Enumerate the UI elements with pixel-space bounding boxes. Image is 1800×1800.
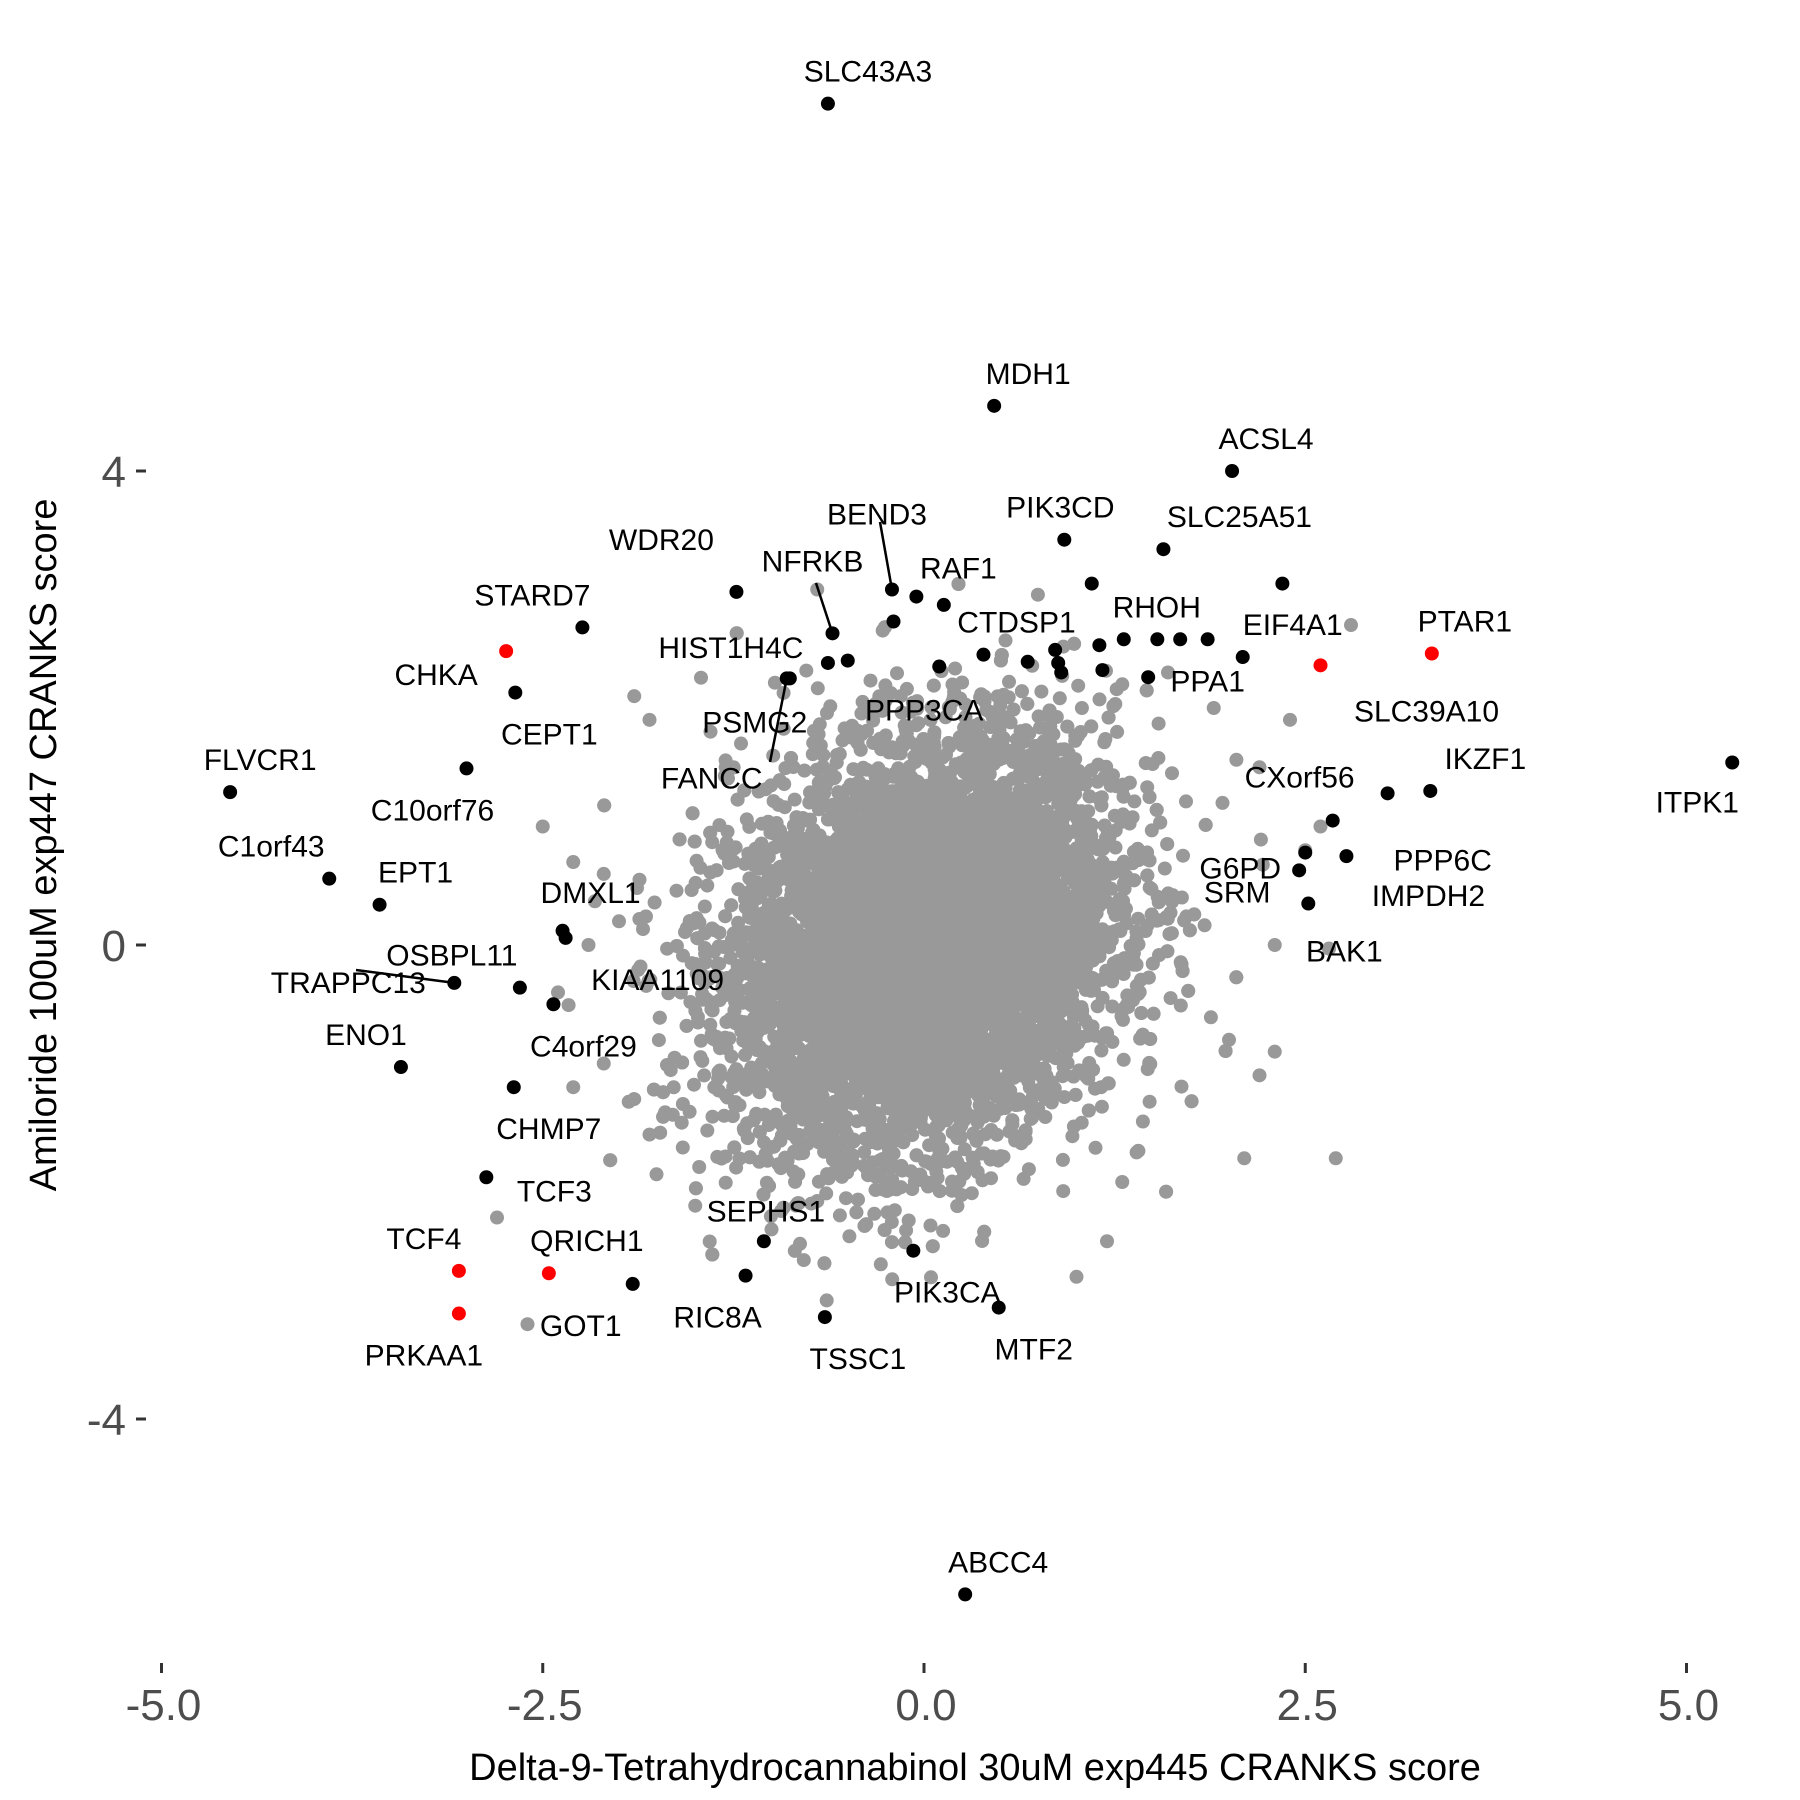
background-point (1094, 1099, 1109, 1114)
background-point (1174, 1079, 1189, 1094)
background-point (1030, 587, 1045, 602)
background-point (697, 1068, 712, 1083)
background-point (1070, 729, 1085, 744)
background-point (1071, 678, 1086, 693)
background-point (921, 1179, 935, 1194)
background-point (929, 1164, 944, 1179)
background-point (799, 663, 814, 678)
background-point (1163, 991, 1178, 1006)
background-point (1016, 1171, 1031, 1186)
background-point (636, 922, 650, 937)
background-point (666, 1080, 681, 1095)
background-point (647, 895, 662, 910)
background-point (885, 1272, 900, 1287)
background-point (649, 1167, 664, 1182)
background-point (796, 1253, 811, 1268)
background-point (924, 700, 939, 715)
background-point (726, 854, 741, 869)
background-point (1055, 1069, 1070, 1084)
background-point (989, 1127, 1004, 1142)
background-point (1110, 724, 1125, 739)
background-point (905, 1182, 920, 1197)
background-point (819, 1293, 834, 1308)
background-point (1074, 701, 1089, 715)
background-point (1094, 1043, 1109, 1058)
background-points (490, 577, 1358, 1332)
background-point (705, 1109, 720, 1124)
background-point (692, 1160, 707, 1174)
background-point (675, 1140, 690, 1155)
background-point (587, 894, 602, 909)
background-point (1151, 716, 1166, 731)
background-point (810, 681, 825, 696)
background-point (923, 712, 938, 727)
background-point (857, 1145, 872, 1160)
background-point (1006, 702, 1021, 717)
background-point (936, 1223, 951, 1238)
background-point (1092, 692, 1107, 707)
background-point (948, 661, 963, 676)
background-point (787, 792, 802, 807)
background-point (1116, 1052, 1131, 1067)
background-point (700, 878, 715, 893)
background-point (964, 1186, 979, 1201)
background-point (863, 673, 878, 688)
background-point (763, 1209, 778, 1224)
background-point (873, 1257, 888, 1272)
background-point (1105, 999, 1120, 1014)
background-point (702, 1234, 717, 1249)
background-point (1088, 1140, 1103, 1155)
background-point (1253, 832, 1268, 847)
background-point (1165, 766, 1179, 781)
background-point (924, 1270, 938, 1285)
background-point (712, 818, 727, 833)
background-point (1081, 804, 1096, 819)
background-point (675, 1097, 690, 1111)
background-point (1255, 857, 1270, 872)
background-point (867, 1206, 882, 1221)
background-point (661, 986, 676, 1001)
background-point (1215, 795, 1230, 810)
background-point (1197, 918, 1212, 933)
background-point (776, 721, 791, 736)
background-point (890, 666, 904, 681)
background-point (810, 1109, 825, 1124)
background-point (669, 883, 684, 898)
background-point (1127, 794, 1142, 809)
background-point (998, 633, 1013, 648)
background-point (1142, 1094, 1157, 1109)
background-point (718, 1175, 733, 1190)
background-point (842, 1229, 857, 1244)
background-point (1057, 1090, 1072, 1105)
background-point (673, 985, 688, 1000)
background-point (687, 1077, 701, 1092)
background-point (561, 998, 576, 1013)
